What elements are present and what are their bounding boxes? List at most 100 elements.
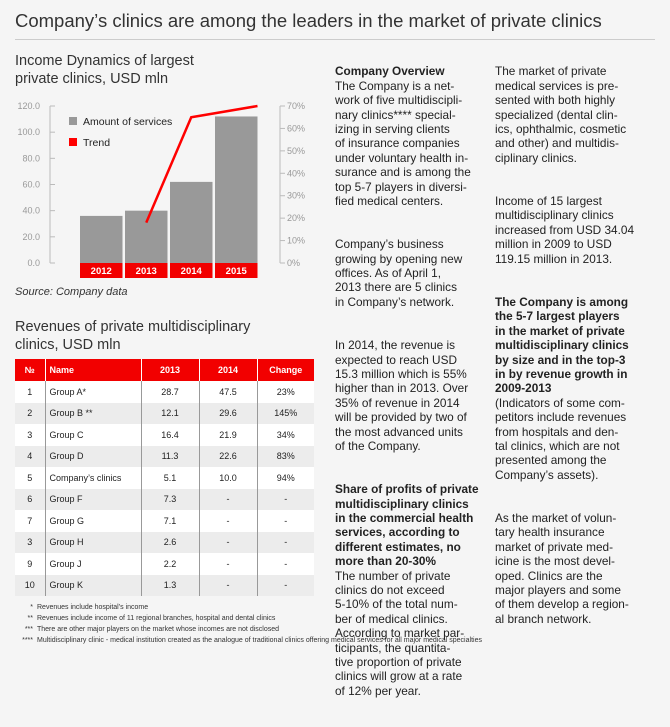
left-tick-label: 60.0	[22, 180, 40, 190]
table-row: 4 Group D 11.3 22.6 83%	[15, 445, 314, 467]
table-cell: 23%	[257, 381, 314, 403]
table-row: 3 Group C 16.4 21.9 34%	[15, 424, 314, 446]
legend-label-trend: Trend	[83, 137, 110, 149]
table-cell: -	[257, 488, 314, 510]
year-label: 2012	[91, 266, 112, 277]
title-divider	[15, 39, 655, 40]
insurance-text: As the market of volun- tary health insu…	[495, 510, 629, 626]
column-header: 2013	[141, 359, 200, 381]
table-cell: 1.3	[141, 574, 200, 596]
table-cell: -	[199, 531, 258, 553]
chart-source: Source: Company data	[15, 286, 128, 298]
table-cell: 7.3	[141, 488, 200, 510]
growth-text: Company’s business growing by opening ne…	[335, 237, 463, 309]
table-row: 1 Group A* 28.7 47.5 23%	[15, 381, 314, 403]
table-cell: 29.6	[199, 402, 258, 424]
table-cell: 12.1	[141, 402, 200, 424]
left-tick-label: 0.0	[27, 258, 40, 268]
right-tick-label: 50%	[287, 146, 305, 156]
column-header: Change	[257, 359, 314, 381]
table-cell: Group K	[45, 574, 142, 596]
left-tick-label: 80.0	[22, 153, 40, 163]
table-cell: 2	[15, 402, 46, 424]
year-label: 2013	[136, 266, 157, 277]
table-cell: Group D	[45, 445, 142, 467]
footnote-text: Multidisciplinary clinic - medical insti…	[37, 637, 482, 644]
leaders-text: (Indicators of some com- petitors includ…	[495, 395, 627, 482]
text-column-2: The market of private medical services i…	[495, 50, 660, 655]
right-tick-label: 70%	[287, 101, 305, 111]
table-cell: Group J	[45, 553, 142, 575]
income-text: Income of 15 largest multidisciplinary c…	[495, 194, 635, 266]
table-row: 3 Group H 2.6- -	[15, 531, 314, 553]
column-header: 2014	[199, 359, 258, 381]
year-label-bg	[80, 263, 123, 278]
table-row: 5 Company’s clinics 5.1 10.0 94%	[15, 467, 314, 489]
table-cell: 7	[15, 510, 46, 532]
table-cell: Group B **	[45, 402, 142, 424]
right-tick-label: 0%	[287, 258, 300, 268]
table-cell: Company’s clinics	[45, 467, 142, 489]
table-cell: 10.0	[199, 467, 258, 489]
table-cell: 9	[15, 553, 46, 575]
footnote: ** Revenues include income of 11 regional…	[15, 613, 482, 624]
right-tick-label: 10%	[287, 236, 305, 246]
right-tick-label: 40%	[287, 168, 305, 178]
table-cell: 22.6	[199, 445, 258, 467]
table-cell: 6	[15, 488, 46, 510]
right-tick-label: 30%	[287, 191, 305, 201]
chart-title: Income Dynamics of largest private clini…	[15, 53, 194, 87]
year-label: 2014	[181, 266, 203, 277]
bar-2012	[80, 215, 123, 263]
text-column-1: Company Overview The Company is a net- wo…	[335, 50, 485, 727]
column-header: Name	[45, 359, 142, 381]
year-label-bg	[215, 263, 258, 278]
left-tick-label: 40.0	[22, 206, 40, 216]
table-cell: 34%	[257, 424, 314, 446]
table-cell: 2.2	[141, 553, 200, 575]
bar-2014	[170, 181, 213, 263]
table-cell: 4	[15, 445, 46, 467]
table-cell: 16.4	[141, 424, 200, 446]
table-cell: 3	[15, 531, 46, 553]
right-tick-label: 60%	[287, 123, 305, 133]
revenue-text: In 2014, the revenue is expected to reac…	[335, 338, 469, 453]
year-label: 2015	[226, 266, 248, 277]
footnote-marker: **	[27, 615, 33, 622]
table-cell: -	[257, 510, 314, 532]
profit-share-text: The number of private clinics do not exc…	[335, 568, 465, 698]
table-cell: Group A*	[45, 381, 142, 403]
income-chart: 0.0 20.0 40.0 60.0 80.0 100.0 120.0 0% 10% 20% 30%…	[17, 101, 305, 278]
year-label-bg	[125, 263, 168, 278]
table-cell: -	[257, 574, 314, 596]
table-cell: 94%	[257, 467, 314, 489]
table-cell: 2.6	[141, 531, 200, 553]
footnote-marker: ****	[22, 637, 33, 644]
table-row: 7 Group G 7.1- -	[15, 510, 314, 532]
profit-share-heading: Share of profits of private multidiscipl…	[335, 482, 479, 569]
table-cell: -	[257, 531, 314, 553]
table-row: 2 Group B ** 12.1 29.6 145%	[15, 402, 314, 424]
left-tick-label: 120.0	[17, 101, 40, 111]
table-cell: 10	[15, 574, 46, 596]
footnote: * Revenues include hospital’s income	[15, 602, 482, 613]
table-cell: -	[199, 553, 258, 575]
table-cell: 5.1	[141, 467, 200, 489]
footnotes: * Revenues include hospital’s income ** Rev…	[15, 602, 482, 646]
table-cell: 83%	[257, 445, 314, 467]
table-cell: 1	[15, 381, 46, 403]
footnote-marker: *	[30, 604, 33, 611]
overview-text: The Company is a net- work of five multi…	[335, 78, 471, 209]
table-header-row: № Name 2013 2014 Change	[15, 359, 314, 381]
table-cell: Group G	[45, 510, 142, 532]
overview-heading: Company Overview	[335, 64, 445, 79]
table-cell: 47.5	[199, 381, 258, 403]
table-cell: -	[199, 574, 258, 596]
footnote-text: There are other major players on the mar…	[37, 626, 280, 633]
legend-swatch-trend	[69, 138, 77, 146]
table-row: 10 Group K 1.3- -	[15, 574, 314, 596]
table-cell: Group H	[45, 531, 142, 553]
column-header: №	[15, 359, 46, 381]
table-row: 6 Group F 7.3- -	[15, 488, 314, 510]
trend-line	[145, 104, 258, 224]
